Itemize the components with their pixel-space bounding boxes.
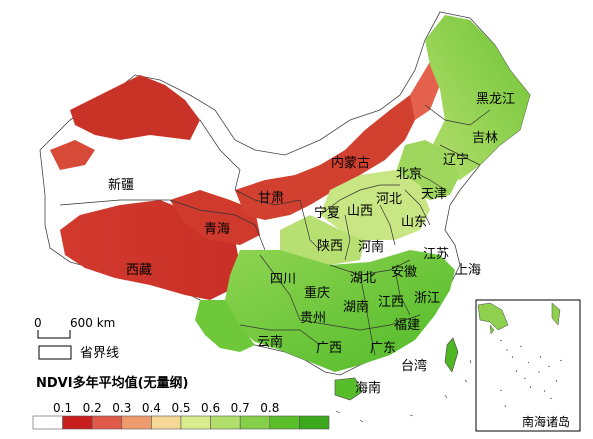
south-sea-inset: 南海诸岛 — [475, 299, 581, 432]
label-guizhou: 贵州 — [300, 311, 326, 326]
label-xizang: 西藏 — [126, 263, 152, 278]
legend-tick-label: 0.4 — [142, 401, 161, 415]
label-xinjiang: 新疆 — [108, 177, 134, 193]
label-beijing: 北京 — [396, 167, 422, 182]
label-gansu: 甘肃 — [258, 191, 284, 206]
label-shanghai: 上海 — [455, 263, 481, 278]
label-sichuan: 四川 — [270, 272, 296, 287]
label-guangxi: 广西 — [316, 341, 342, 356]
legend-swatch — [299, 415, 330, 430]
coastline-dashes — [335, 359, 472, 423]
boundary-legend-label: 省界线 — [80, 346, 119, 361]
inset-label: 南海诸岛 — [522, 414, 570, 429]
legend-swatch — [210, 415, 241, 430]
legend-tick-label: 0.3 — [112, 401, 131, 415]
label-yunnan: 云南 — [257, 334, 283, 350]
label-shanxi: 山西 — [347, 204, 373, 219]
legend-swatch — [32, 415, 63, 430]
label-qinghai: 青海 — [204, 222, 230, 237]
legend-tick-label: 0.6 — [201, 401, 220, 415]
label-zhejiang: 浙江 — [414, 291, 440, 306]
label-liaoning: 辽宁 — [443, 152, 469, 168]
boundary-legend: 省界线 — [38, 345, 119, 361]
legend-swatch — [91, 415, 123, 430]
ndvi-legend: NDVI多年平均值(无量纲) 0.1 0.2 0.3 0.4 0.5 0.6 0.7 0.8 — [32, 375, 330, 430]
legend-tick-label: 0.2 — [83, 401, 102, 415]
legend-swatch — [239, 415, 271, 430]
legend-swatch — [180, 415, 211, 430]
legend-tick-label: 0.1 — [53, 401, 72, 415]
province-labels: 黑龙江 吉林 辽宁 内蒙古 北京 天津 河北 山西 山东 宁夏 甘肃 新疆 青海… — [108, 92, 515, 396]
label-hainan: 海南 — [355, 380, 381, 396]
label-fujian: 福建 — [394, 318, 420, 333]
label-jilin: 吉林 — [472, 131, 498, 146]
legend-ticks: 0.1 0.2 0.3 0.4 0.5 0.6 0.7 0.8 — [53, 401, 279, 415]
label-ningxia: 宁夏 — [314, 205, 340, 221]
label-hebei: 河北 — [376, 192, 402, 207]
label-anhui: 安徽 — [391, 265, 417, 280]
legend-swatches — [32, 415, 330, 430]
label-taiwan: 台湾 — [401, 358, 427, 374]
legend-tick-label: 0.8 — [260, 401, 279, 415]
province-boundaries — [59, 104, 491, 356]
scale-distance-label: 600 km — [70, 316, 115, 330]
legend-swatch — [269, 415, 300, 430]
legend-tick-label: 0.7 — [231, 401, 250, 415]
label-hunan: 湖南 — [343, 299, 369, 315]
ndvi-raster — [50, 15, 530, 401]
label-chongqing: 重庆 — [304, 285, 330, 301]
label-jiangsu: 江苏 — [423, 246, 449, 262]
legend-tick-label: 0.5 — [171, 401, 190, 415]
inset-islands — [499, 339, 563, 408]
label-hubei: 湖北 — [350, 271, 376, 286]
label-shaanxi: 陕西 — [317, 239, 343, 254]
legend-swatch — [121, 415, 152, 430]
legend-swatch — [151, 415, 182, 430]
label-henan: 河南 — [358, 239, 384, 255]
label-tianjin: 天津 — [421, 187, 447, 202]
legend-title: NDVI多年平均值(无量纲) — [36, 375, 188, 391]
scale-zero-label: 0 — [34, 316, 42, 330]
label-heilongjiang: 黑龙江 — [476, 92, 515, 107]
scale-bar: 0 600 km — [34, 316, 115, 339]
legend-swatch — [62, 415, 93, 430]
label-shandong: 山东 — [401, 215, 427, 230]
boundary-legend-swatch — [38, 345, 72, 360]
label-neimenggu: 内蒙古 — [331, 155, 370, 171]
label-jiangxi: 江西 — [378, 295, 404, 310]
label-guangdong: 广东 — [370, 341, 396, 356]
